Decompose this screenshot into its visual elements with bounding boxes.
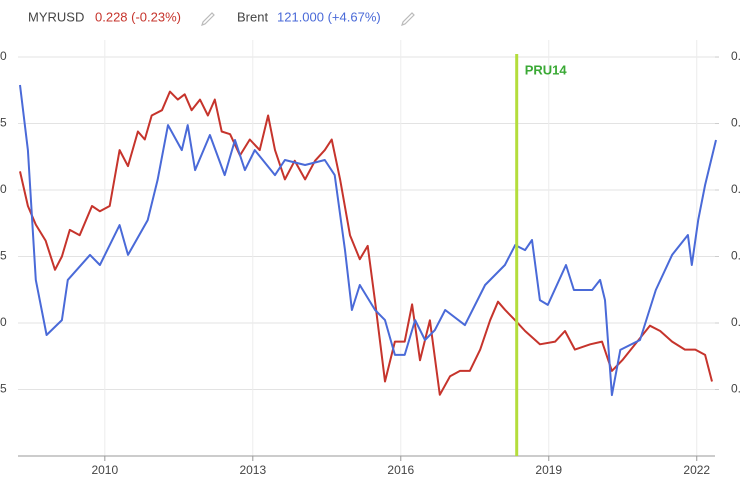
legend-name: MYRUSD xyxy=(28,9,84,24)
legend-value: 121.000 (+4.67%) xyxy=(277,9,381,24)
legend: MYRUSD 0.228 (-0.23%) Brent 121.000 (+4.… xyxy=(28,9,415,26)
edit-icon[interactable] xyxy=(201,12,215,26)
y2-tick-label: 0. xyxy=(731,116,741,130)
legend-value: 0.228 (-0.23%) xyxy=(95,9,181,24)
edit-icon[interactable] xyxy=(401,12,415,26)
y-tick-label: 5 xyxy=(0,116,7,130)
x-tick-label: 2013 xyxy=(239,463,266,477)
y-tick-label: 0 xyxy=(0,315,7,329)
annotation-label: PRU14 xyxy=(525,62,568,77)
y2-tick-label: 0. xyxy=(731,49,741,63)
y-tick-label: 0 xyxy=(0,49,7,63)
x-tick-label: 2016 xyxy=(387,463,414,477)
series-line xyxy=(19,84,717,397)
series-line xyxy=(19,90,713,396)
y2-tick-label: 0. xyxy=(731,182,741,196)
y2-tick-label: 0. xyxy=(731,315,741,329)
x-tick-label: 2010 xyxy=(91,463,118,477)
x-tick-label: 2022 xyxy=(683,463,710,477)
y2-tick-label: 0. xyxy=(731,382,741,396)
y-tick-label: 5 xyxy=(0,249,7,263)
y2-tick-label: 0. xyxy=(731,249,741,263)
x-tick-label: 2019 xyxy=(535,463,562,477)
y-tick-label: 0 xyxy=(0,182,7,196)
legend-name: Brent xyxy=(237,9,268,24)
y-tick-label: 5 xyxy=(0,382,7,396)
